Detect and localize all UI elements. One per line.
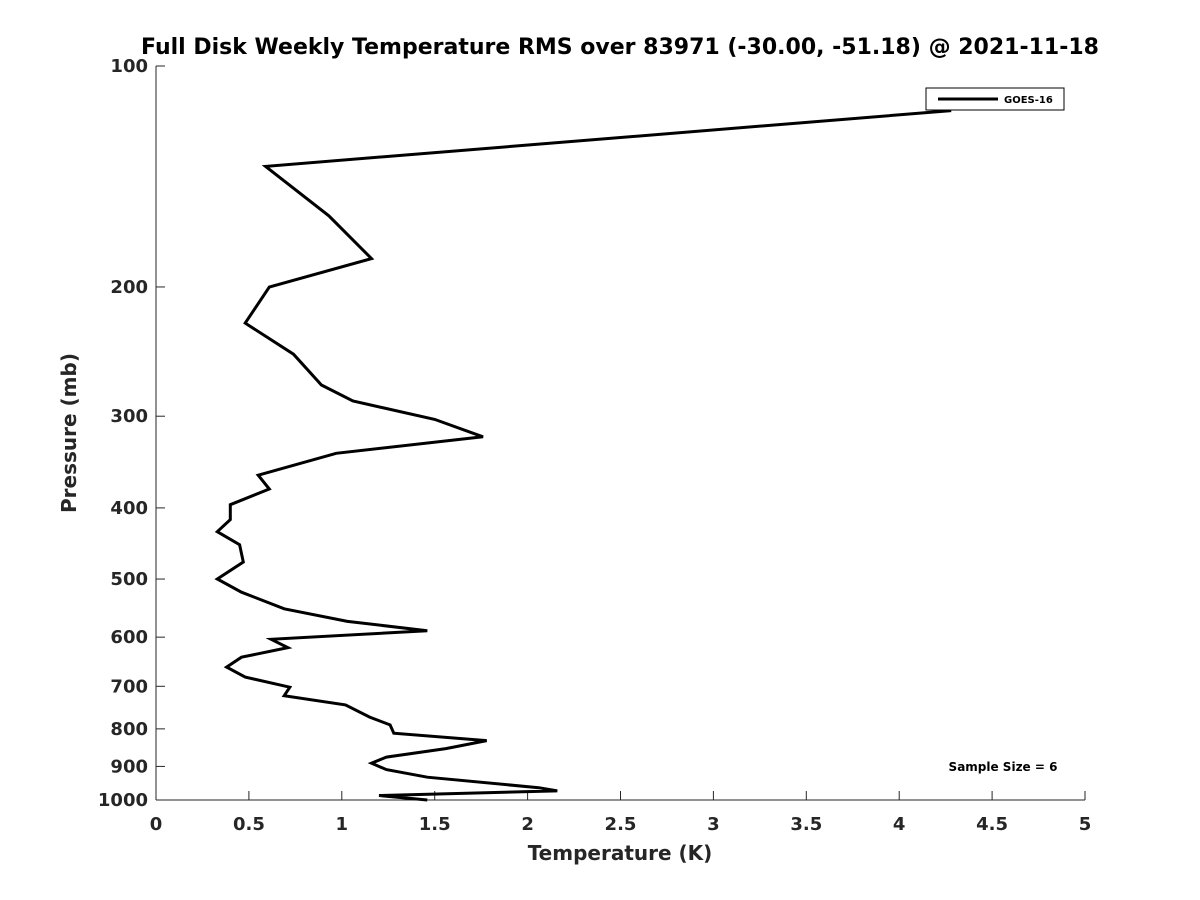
x-tick-label: 2.5 [605,814,637,835]
legend-label-goes-16: GOES-16 [1004,95,1053,106]
x-tick-label: 1 [336,814,349,835]
y-tick-label: 1000 [98,790,148,811]
x-tick-label: 0 [150,814,163,835]
x-tick-label: 1.5 [419,814,451,835]
y-tick-label: 700 [110,676,148,697]
x-tick-label: 4 [893,814,906,835]
x-tick-label: 3.5 [790,814,822,835]
y-tick-label: 800 [110,719,148,740]
x-tick-label: 2 [521,814,534,835]
series-line-goes-16 [214,109,952,802]
x-tick-label: 0.5 [233,814,265,835]
y-tick-label: 400 [110,498,148,519]
y-tick-label: 600 [110,627,148,648]
x-tick-label: 5 [1079,814,1092,835]
y-tick-label: 500 [110,569,148,590]
y-tick-label: 200 [110,277,148,298]
y-tick-label: 900 [110,756,148,777]
sample-size-annotation: Sample Size = 6 [949,760,1058,774]
y-axis-title: Pressure (mb) [57,353,81,513]
series-layer [214,109,952,802]
x-tick-label: 3 [707,814,720,835]
legend: GOES-16 [925,87,1065,111]
y-tick-label: 300 [110,406,148,427]
x-axis-title: Temperature (K) [528,841,713,865]
y-tick-label: 100 [110,56,148,77]
tick-marks: 0 0.5 1 1.5 2 2.5 3 3.5 4 4.5 5 100 200 300 400 500 600 7… [98,56,1091,835]
x-tick-label: 4.5 [976,814,1008,835]
chart-title: Full Disk Weekly Temperature RMS over 83… [141,35,1099,60]
